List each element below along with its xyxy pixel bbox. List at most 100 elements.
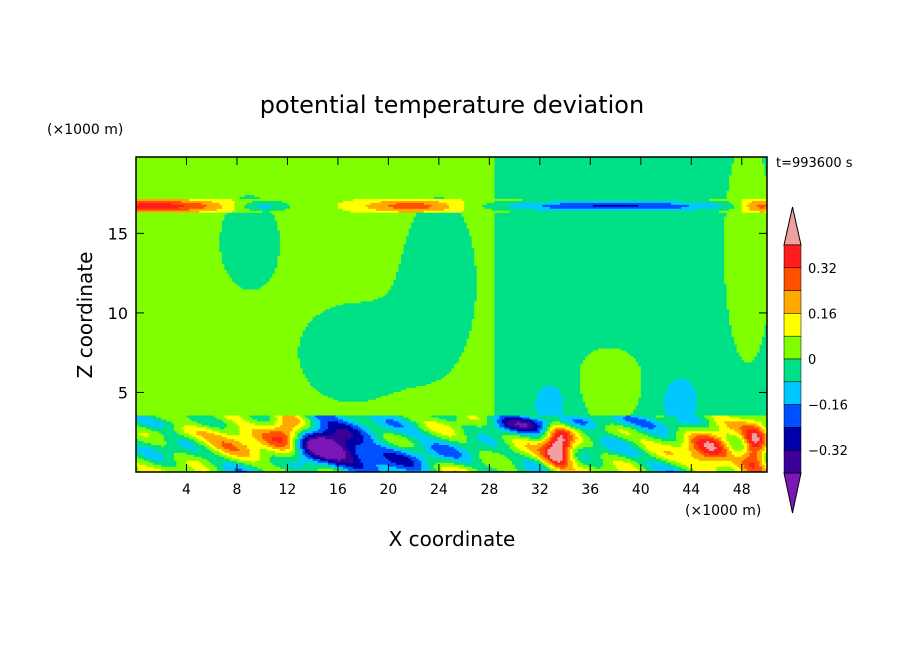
field-cell: [335, 414, 344, 418]
field-cell: [191, 442, 200, 446]
field-cell: [466, 340, 495, 343]
field-cell: [408, 420, 417, 424]
field-cell: [136, 237, 220, 241]
x-tick-label: 48: [733, 482, 751, 498]
field-cell: [565, 448, 569, 451]
field-cell: [300, 456, 309, 459]
field-cell: [494, 371, 581, 375]
field-cell: [600, 466, 617, 469]
field-cell: [575, 458, 579, 461]
field-cell: [681, 470, 690, 472]
field-cell: [315, 420, 321, 424]
field-cell: [479, 454, 506, 457]
field-cell: [365, 430, 374, 434]
field-cell: [277, 418, 283, 422]
field-cell: [136, 420, 142, 424]
field-cell: [547, 448, 564, 451]
field-cell: [411, 225, 468, 229]
field-cell: [461, 198, 523, 201]
field-cell: [668, 430, 677, 434]
field-cell: [446, 418, 458, 422]
field-cell: [645, 468, 655, 471]
field-cell: [388, 288, 478, 292]
field-cell: [474, 316, 496, 320]
field-cell: [136, 172, 496, 176]
field-cell: [360, 442, 377, 446]
field-cell: [736, 347, 761, 351]
field-cell: [494, 393, 538, 396]
field-cell: [136, 192, 496, 196]
field-cell: [701, 420, 710, 424]
y-tick-label: 5: [118, 383, 128, 402]
field-cell: [461, 212, 496, 215]
field-cell: [759, 438, 763, 442]
field-cell: [562, 403, 586, 406]
field-cell: [327, 422, 347, 426]
field-cell: [481, 440, 498, 444]
field-cell: [567, 450, 571, 453]
field-cell: [691, 452, 702, 455]
field-cell: [529, 442, 538, 446]
field-cell: [221, 261, 278, 264]
field-cell: [459, 357, 496, 361]
field-cell: [640, 440, 655, 444]
field-cell: [312, 418, 321, 422]
field-cell: [216, 468, 225, 471]
field-cell: [247, 444, 268, 448]
field-cell: [494, 253, 725, 257]
field-cell: [375, 464, 389, 467]
field-cell: [607, 452, 624, 455]
field-cell: [413, 460, 422, 463]
field-cell: [547, 420, 554, 424]
field-cell: [731, 330, 766, 333]
field-cell: [494, 403, 536, 406]
field-cell: [360, 460, 392, 463]
field-cell: [696, 407, 767, 410]
field-cell: [395, 271, 478, 274]
field-cell: [395, 446, 425, 449]
field-cell: [176, 430, 185, 434]
field-cell: [466, 414, 478, 418]
field-cell: [476, 286, 496, 290]
field-cell: [721, 448, 728, 451]
field-cell: [136, 381, 311, 385]
field-cell: [302, 446, 306, 449]
field-cell: [454, 428, 465, 432]
field-cell: [565, 430, 571, 434]
field-cell: [494, 310, 730, 314]
field-cell: [615, 464, 634, 467]
field-cell: [494, 241, 725, 245]
field-cell: [575, 454, 584, 457]
field-cell: [136, 225, 223, 229]
field-cell: [714, 202, 733, 205]
field-cell: [239, 426, 276, 430]
field-cell: [726, 450, 733, 453]
field-cell: [719, 426, 730, 430]
field-cell: [537, 393, 561, 396]
field-cell: [136, 306, 331, 310]
field-cell: [673, 466, 682, 469]
field-cell: [696, 389, 767, 392]
field-cell: [204, 436, 228, 440]
field-cell: [764, 466, 767, 469]
field-cell: [494, 405, 536, 408]
field-cell: [257, 470, 266, 472]
field-cell: [534, 208, 697, 211]
field-cell: [302, 440, 306, 444]
field-cell: [277, 225, 412, 229]
field-cell: [749, 202, 767, 205]
field-cell: [552, 432, 556, 436]
field-cell: [668, 428, 680, 432]
field-cell: [554, 432, 569, 436]
field-cell: [759, 462, 763, 465]
field-cell: [272, 212, 417, 215]
field-cell: [517, 426, 533, 430]
field-cell: [289, 464, 304, 467]
field-cell: [312, 318, 473, 322]
field-cell: [209, 468, 218, 471]
field-cell: [761, 426, 767, 430]
field-cell: [741, 424, 755, 428]
field-cell: [136, 263, 225, 266]
field-cell: [300, 450, 304, 453]
field-cell: [577, 444, 594, 448]
